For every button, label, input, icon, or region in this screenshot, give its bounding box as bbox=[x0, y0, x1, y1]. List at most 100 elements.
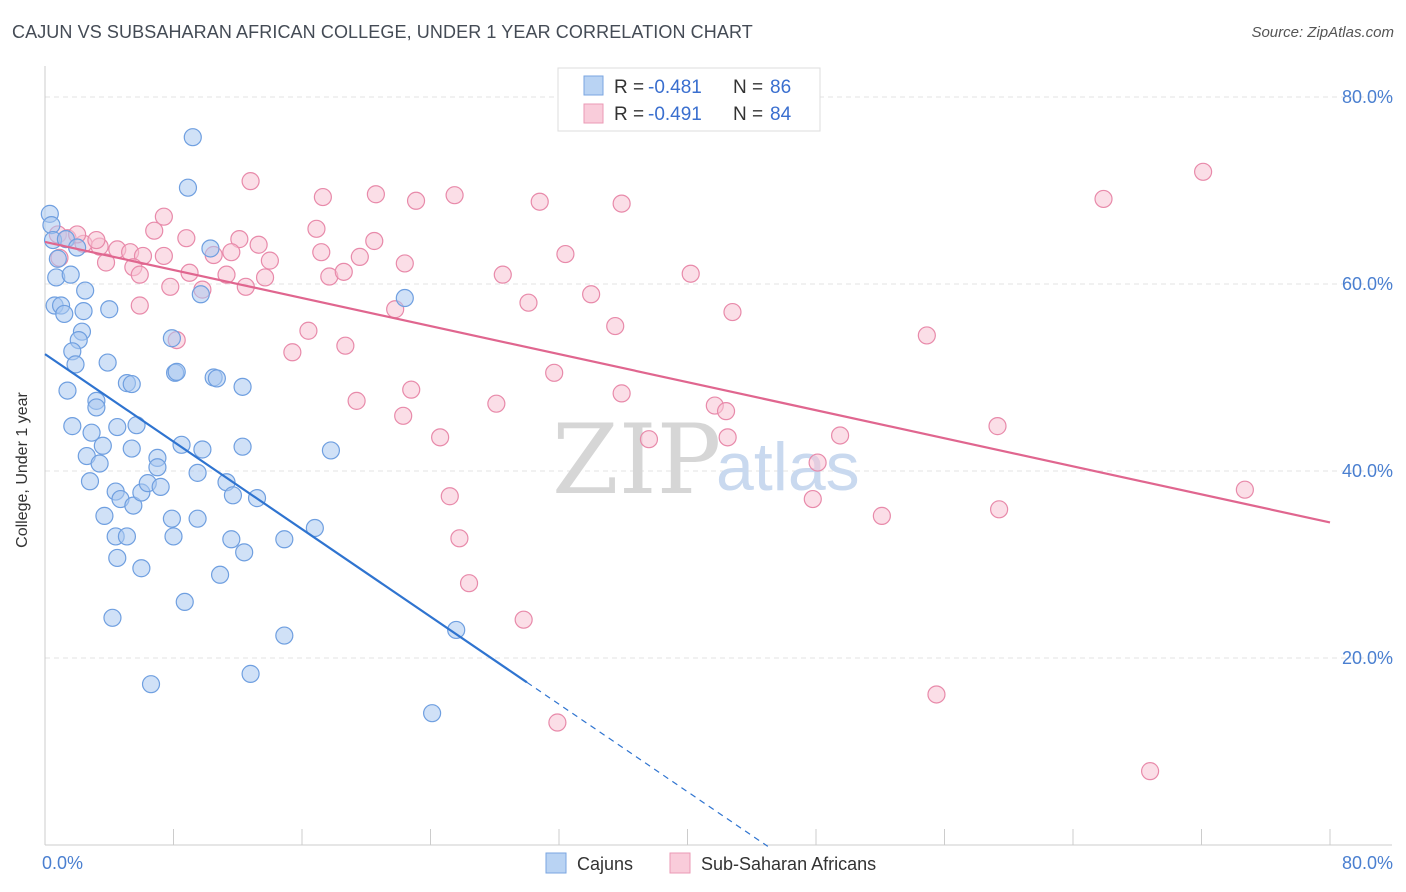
cajun-point bbox=[93, 436, 112, 455]
cajun-point bbox=[223, 486, 243, 505]
cajun-point bbox=[305, 518, 324, 538]
subsaharan-point bbox=[716, 402, 736, 421]
cajun-point bbox=[188, 509, 207, 528]
cajun-point bbox=[61, 265, 80, 284]
cajun-point bbox=[321, 441, 341, 460]
subsaharan-point bbox=[830, 426, 850, 445]
cajun-point bbox=[95, 506, 114, 525]
subsaharan-point bbox=[548, 713, 567, 732]
subsaharan-point bbox=[307, 219, 326, 238]
cajun-point bbox=[222, 530, 241, 549]
cajun-point bbox=[82, 423, 101, 442]
subsaharan-point bbox=[347, 391, 366, 410]
cajun-point bbox=[48, 249, 67, 268]
cajun-point bbox=[210, 565, 230, 584]
cajun-point bbox=[275, 530, 294, 549]
subsaharan-point bbox=[283, 343, 302, 362]
cajun-point bbox=[141, 675, 161, 694]
legend-r-value-1: -0.481 bbox=[648, 77, 702, 98]
cajun-point bbox=[117, 527, 137, 546]
subsaharan-point bbox=[177, 229, 196, 248]
cajun-point bbox=[167, 362, 186, 381]
cajun-point bbox=[183, 128, 202, 147]
legend-n-label-2: N = bbox=[733, 104, 763, 125]
cajun-point bbox=[423, 704, 442, 723]
y-tick-label: 60.0% bbox=[1342, 274, 1393, 294]
subsaharan-point bbox=[582, 285, 601, 304]
subsaharan-point bbox=[217, 265, 236, 284]
cajun-point bbox=[76, 281, 95, 300]
subsaharan-point bbox=[487, 394, 506, 413]
cajun-point bbox=[207, 369, 226, 388]
cajun-point bbox=[124, 496, 143, 515]
cajun-point bbox=[122, 439, 141, 458]
cajun-point bbox=[233, 437, 252, 456]
subsaharan-point bbox=[927, 685, 946, 704]
legend-n-value-1: 86 bbox=[770, 77, 791, 98]
subsaharan-point bbox=[87, 230, 106, 250]
subsaharan-point bbox=[681, 264, 700, 283]
x-tick-label-end: 80.0% bbox=[1342, 853, 1393, 873]
cajun-point bbox=[175, 592, 194, 612]
cajun-point bbox=[87, 398, 106, 417]
cajun-point bbox=[275, 626, 294, 645]
cajun-trend-extension bbox=[526, 681, 769, 847]
subsaharan-point bbox=[530, 192, 549, 211]
bottom-legend-cajuns: Cajuns bbox=[577, 854, 633, 874]
cajun-point bbox=[395, 288, 414, 308]
cajun-point bbox=[162, 329, 181, 348]
cajun-point bbox=[162, 509, 181, 528]
subsaharan-point bbox=[723, 302, 742, 322]
subsaharan-point bbox=[1194, 162, 1213, 181]
cajun-point bbox=[188, 463, 207, 482]
legend-r-label-2: R = bbox=[614, 104, 644, 125]
subsaharan-point bbox=[545, 363, 564, 382]
bottom-legend-subsaharan: Sub-Saharan Africans bbox=[701, 854, 876, 874]
subsaharan-point bbox=[130, 296, 149, 315]
subsaharan-point bbox=[249, 235, 268, 254]
subsaharan-point bbox=[336, 336, 355, 355]
bottom-legend: Cajuns Sub-Saharan Africans bbox=[545, 852, 876, 874]
subsaharan-point bbox=[241, 172, 260, 191]
subsaharan-point bbox=[445, 186, 464, 205]
subsaharan-point bbox=[459, 574, 479, 593]
x-tick-label-start: 0.0% bbox=[42, 853, 83, 873]
subsaharan-point bbox=[917, 326, 936, 345]
subsaharan-point bbox=[96, 253, 116, 272]
watermark-zip: ZIP bbox=[552, 404, 721, 516]
subsaharan-point bbox=[431, 428, 450, 447]
subsaharan-point bbox=[161, 277, 180, 296]
cajun-point bbox=[108, 548, 127, 568]
cajun-point bbox=[80, 472, 100, 491]
subsaharan-point bbox=[394, 406, 413, 425]
subsaharan-point bbox=[718, 428, 737, 447]
subsaharan-point bbox=[440, 487, 459, 506]
cajun-point bbox=[42, 215, 61, 235]
y-tick-label: 80.0% bbox=[1342, 87, 1393, 107]
legend-box: R = -0.481 N = 86 R = -0.491 N = 84 bbox=[557, 67, 821, 132]
cajun-point bbox=[103, 608, 122, 627]
cajun-trend-line bbox=[44, 353, 528, 684]
chart-title: CAJUN VS SUBSAHARAN AFRICAN COLLEGE, UND… bbox=[12, 22, 753, 42]
subsaharan-point bbox=[260, 251, 279, 270]
bottom-legend-swatch-cajuns bbox=[545, 852, 567, 874]
legend-swatch-cajuns bbox=[583, 75, 604, 96]
subsaharan-trend-line bbox=[44, 240, 1331, 524]
cajun-point bbox=[201, 239, 220, 258]
cajun-point bbox=[235, 543, 254, 562]
legend-swatch-subsaharan bbox=[583, 103, 604, 124]
cajun-point bbox=[74, 302, 93, 321]
cajun-point bbox=[63, 417, 82, 436]
subsaharan-point bbox=[334, 262, 353, 281]
series-cajuns-points bbox=[40, 128, 466, 723]
cajun-point bbox=[233, 377, 252, 396]
cajun-point bbox=[108, 417, 127, 437]
y-tick-labels: 20.0% 40.0% 60.0% 80.0% bbox=[1342, 87, 1393, 668]
series-subsaharan-points bbox=[48, 90, 1254, 781]
subsaharan-point bbox=[450, 529, 469, 548]
subsaharan-point bbox=[130, 265, 149, 284]
subsaharan-point bbox=[493, 265, 512, 284]
cajun-point bbox=[241, 664, 260, 683]
subsaharan-point bbox=[154, 246, 173, 266]
subsaharan-point bbox=[365, 231, 384, 251]
